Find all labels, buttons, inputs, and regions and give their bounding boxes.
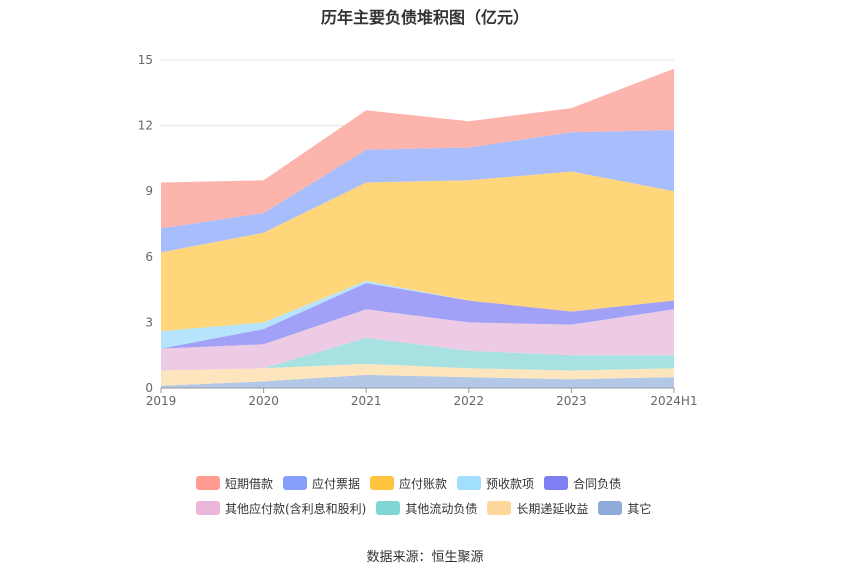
y-tick-label: 9 <box>145 184 153 198</box>
legend-item-other-payables[interactable]: 其他应付款(含利息和股利) <box>196 500 366 517</box>
legend-swatch <box>376 501 401 515</box>
area-series <box>161 309 674 371</box>
stacked-area-chart: 0 3 6 9 12 15 2019 2020 2021 2022 2023 2024H1 <box>138 53 698 408</box>
legend-label: 预收款项 <box>486 476 535 491</box>
data-source-note: 数据来源：恒生聚源 <box>366 550 484 565</box>
y-tick-label: 3 <box>145 315 153 329</box>
legend-row-2: 其他应付款(含利息和股利) 其他流动负债 长期递延收益 其它 <box>196 496 716 520</box>
area-series <box>161 171 674 332</box>
area-series <box>161 374 674 388</box>
legend-label: 短期借款 <box>225 476 274 491</box>
legend-swatch <box>457 476 482 490</box>
legend-row-1: 短期借款 应付票据 应付账款 预收款项 合同负债 <box>196 471 716 495</box>
x-tick-label: 2022 <box>454 394 485 408</box>
legend-label: 长期递延收益 <box>516 501 589 516</box>
area-series <box>161 130 674 253</box>
x-tick-label: 2024H1 <box>650 394 697 408</box>
legend-item-short-term-loans[interactable]: 短期借款 <box>196 475 273 492</box>
x-tick-label: 2023 <box>556 394 587 408</box>
legend-swatch <box>487 501 512 515</box>
x-tick-label: 2020 <box>248 394 279 408</box>
x-tick-label: 2019 <box>146 394 177 408</box>
area-series <box>161 363 674 386</box>
chart-title: 历年主要负债堆积图（亿元） <box>320 8 529 27</box>
legend-swatch <box>544 476 569 490</box>
legend-swatch <box>196 501 220 515</box>
legend-label: 应付账款 <box>399 476 448 491</box>
legend: 短期借款 应付票据 应付账款 预收款项 合同负债 其他应付款(含利息和股利) 其… <box>196 471 716 521</box>
y-tick-label: 15 <box>138 53 153 67</box>
area-series <box>161 68 674 229</box>
y-tick-label: 0 <box>145 381 153 395</box>
x-tick-label: 2021 <box>351 394 382 408</box>
legend-item-contract-liabilities[interactable]: 合同负债 <box>544 475 621 492</box>
legend-item-deferred-income[interactable]: 长期递延收益 <box>487 500 588 517</box>
y-tick-label: 12 <box>138 119 153 133</box>
legend-label: 其他应付款(含利息和股利) <box>225 501 367 516</box>
legend-label: 应付票据 <box>312 476 361 491</box>
area-series <box>161 337 674 371</box>
legend-item-notes-payable[interactable]: 应付票据 <box>283 475 360 492</box>
legend-item-others[interactable]: 其它 <box>598 500 651 517</box>
legend-item-accounts-payable[interactable]: 应付账款 <box>370 475 447 492</box>
area-series <box>161 283 674 349</box>
legend-swatch <box>370 476 395 490</box>
legend-item-advance-receipts[interactable]: 预收款项 <box>457 475 534 492</box>
legend-item-other-current-liabilities[interactable]: 其他流动负债 <box>376 500 477 517</box>
y-tick-label: 6 <box>145 250 153 264</box>
legend-swatch <box>283 476 308 490</box>
legend-label: 其他流动负债 <box>405 501 478 516</box>
legend-swatch <box>598 501 623 515</box>
legend-swatch <box>196 476 220 490</box>
legend-label: 合同负债 <box>573 476 622 491</box>
legend-label: 其它 <box>627 501 652 516</box>
